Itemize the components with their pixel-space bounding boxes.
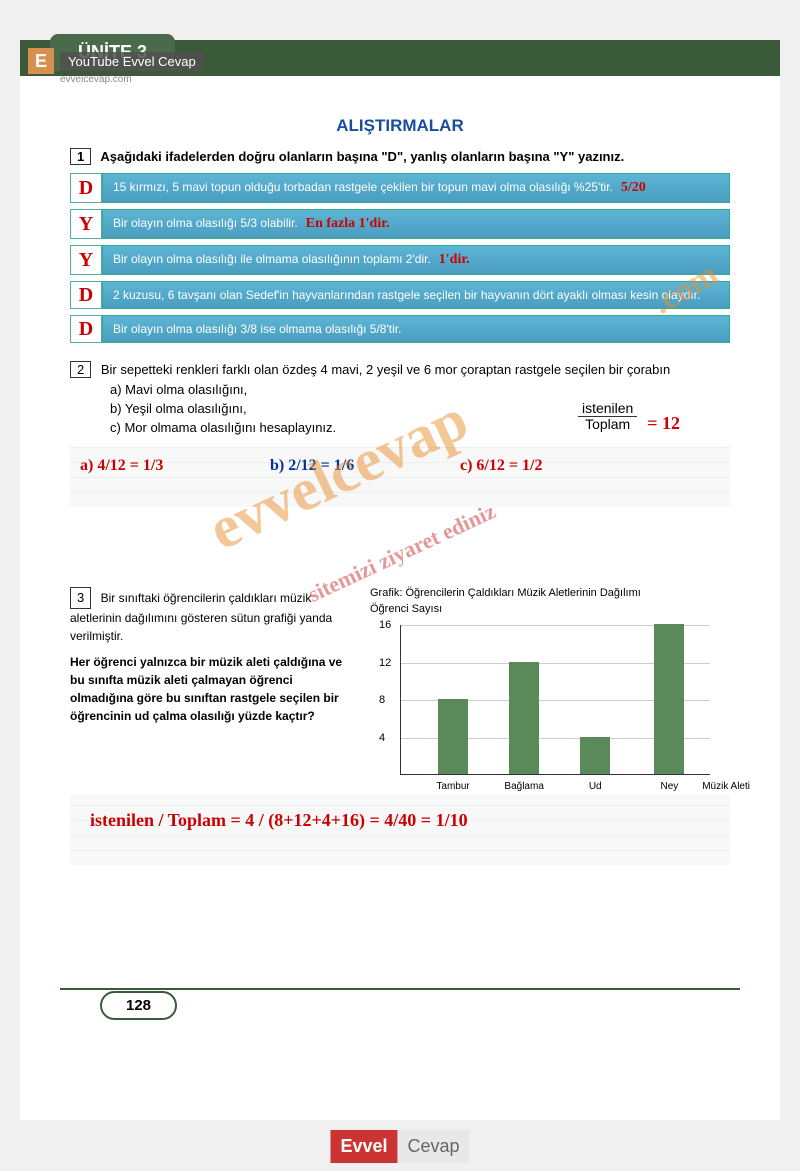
chart-bar [654,624,684,774]
q2-number: 2 [70,361,91,378]
chart-ytick: 4 [379,732,385,744]
formula: istenilenToplam = 12 [578,400,680,434]
q2-text: Bir sepetteki renkleri farklı olan özdeş… [101,362,670,377]
tf-statement: 15 kırmızı, 5 mavi topun olduğu torbadan… [102,173,730,203]
footer-line [60,988,740,990]
formula-den: Toplam [585,416,630,432]
tf-statement: 2 kuzusu, 6 tavşanı olan Sedef'in hayvan… [102,281,730,309]
page: E YouTube Evvel Cevap evvelcevap.com ÜNİ… [20,40,780,1120]
q2-ans-c: c) 6/12 = 1/2 [460,457,542,475]
chart-xtick: Ud [589,781,602,792]
q3-text-col: 3 Bir sınıftaki öğrencilerin çaldıkları … [70,587,350,775]
formula-num: istenilen [578,400,637,417]
q1-rows: D15 kırmızı, 5 mavi topun olduğu torbada… [70,173,730,343]
q2-answer-grid: a) 4/12 = 1/3 b) 2/12 = 1/6 c) 6/12 = 1/… [70,447,730,507]
q3-number: 3 [70,587,91,609]
bottom-logo: Evvel Cevap [330,1130,469,1163]
logo-evvel: Evvel [330,1130,397,1163]
q3-answer: istenilen / Toplam = 4 / (8+12+4+16) = 4… [90,810,468,831]
top-watermark: E YouTube Evvel Cevap [28,48,204,74]
tf-statement: Bir olayın olma olasılığı ile olmama ola… [102,245,730,275]
chart-bar [438,699,468,774]
chart-ytick: 12 [379,657,391,669]
q2-ans-a: a) 4/12 = 1/3 [80,457,163,475]
q3-answer-grid: istenilen / Toplam = 4 / (8+12+4+16) = 4… [70,795,730,865]
watermark-text: YouTube Evvel Cevap [60,52,204,71]
content: ALIŞTIRMALAR 1 Aşağıdaki ifadelerden doğ… [20,76,780,885]
formula-rhs: = 12 [647,413,680,433]
tf-row: DBir olayın olma olasılığı 3/8 ise olmam… [70,315,730,343]
q2-ans-b: b) 2/12 = 1/6 [270,457,354,475]
chart-box: Grafik: Öğrencilerin Çaldıkları Müzik Al… [370,587,730,775]
logo-cevap: Cevap [398,1130,470,1163]
tf-answer-box: Y [70,209,102,239]
q3-question: Her öğrenci yalnızca bir müzik aleti çal… [70,653,350,725]
chart-ytick: 8 [379,694,385,706]
q1-number: 1 [70,148,91,165]
tf-statement: Bir olayın olma olasılığı 5/3 olabilir.E… [102,209,730,239]
tf-row: YBir olayın olma olasılığı 5/3 olabilir.… [70,209,730,239]
chart-ylabel: Öğrenci Sayısı [370,603,730,615]
q2-a: a) Mavi olma olasılığını, [110,382,730,397]
chart-xtick: Bağlama [504,781,543,792]
chart-bar [509,662,539,775]
q1-text: Aşağıdaki ifadelerden doğru olanların ba… [100,149,624,164]
tf-row: D15 kırmızı, 5 mavi topun olduğu torbada… [70,173,730,203]
q1-instruction: 1 Aşağıdaki ifadelerden doğru olanların … [70,148,730,165]
tf-annotation: 5/20 [621,180,646,195]
bar-chart: Müzik Aleti 481216TamburBağlamaUdNey [400,625,710,775]
chart-xtick: Tambur [436,781,469,792]
chart-bar [580,737,610,775]
page-number: 128 [100,991,177,1020]
tf-answer-box: D [70,173,102,203]
tf-row: D2 kuzusu, 6 tavşanı olan Sedef'in hayva… [70,281,730,309]
chart-title: Grafik: Öğrencilerin Çaldıkları Müzik Al… [370,587,730,599]
tf-annotation: 1'dir. [439,252,470,267]
chart-ytick: 16 [379,619,391,631]
tf-statement: Bir olayın olma olasılığı 3/8 ise olmama… [102,315,730,343]
q3-intro: Bir sınıftaki öğrencilerin çaldıkları mü… [70,591,332,643]
tf-answer-box: D [70,281,102,309]
page-title: ALIŞTIRMALAR [70,116,730,136]
watermark-badge: E [28,48,54,74]
tf-answer-box: D [70,315,102,343]
tf-row: YBir olayın olma olasılığı ile olmama ol… [70,245,730,275]
q3-block: 3 Bir sınıftaki öğrencilerin çaldıkları … [70,587,730,775]
tf-answer-box: Y [70,245,102,275]
tf-annotation: En fazla 1'dir. [306,216,390,231]
chart-xtick: Ney [660,781,678,792]
chart-xlabel: Müzik Aleti [702,781,750,792]
